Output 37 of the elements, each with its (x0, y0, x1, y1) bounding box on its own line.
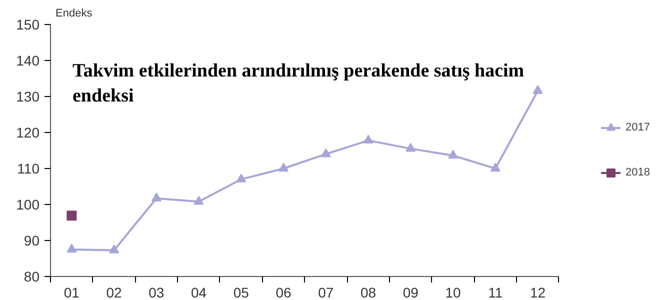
point (109, 244, 120, 254)
point (66, 244, 77, 253)
x-tick-label: 04 (191, 284, 207, 300)
point (490, 162, 500, 172)
legend-label: 2017 (626, 122, 650, 134)
legend-label: 2018 (626, 166, 650, 178)
point (406, 143, 416, 152)
y-tick-label: 140 (16, 52, 40, 68)
x-tick-label: 08 (360, 284, 376, 300)
x-tick-label: 10 (445, 284, 462, 300)
y-tick-label: 100 (16, 196, 40, 212)
x-tick-label: 06 (276, 284, 292, 300)
point (66, 210, 77, 221)
point (532, 85, 543, 94)
point (151, 192, 162, 202)
y-axis-title: Endeks (56, 8, 93, 20)
point (278, 162, 289, 172)
x-tick-label: 11 (488, 284, 503, 300)
x-tick-label: 09 (402, 284, 419, 300)
x-tick-label: 05 (233, 284, 250, 300)
point (448, 150, 458, 159)
x-tick-label: 02 (106, 284, 122, 300)
x-tick-label: 07 (318, 284, 334, 300)
text: Takvim etkilerinden arındırılmış perakende satış hacim endeksi (72, 60, 524, 107)
y-tick-label: 120 (16, 124, 40, 140)
x-tick-label: 01 (64, 284, 80, 300)
point (194, 196, 204, 205)
y-tick-label: 80 (24, 268, 40, 284)
point (320, 148, 331, 158)
point (236, 174, 246, 182)
y-tick-label: 150 (16, 16, 40, 32)
x-tick-label: 03 (148, 284, 164, 300)
x-tick-label: 12 (530, 284, 546, 300)
y-tick-label: 110 (17, 160, 40, 176)
y-tick-label: 130 (16, 88, 40, 104)
y-tick-label: 90 (24, 232, 40, 248)
point (363, 134, 374, 144)
